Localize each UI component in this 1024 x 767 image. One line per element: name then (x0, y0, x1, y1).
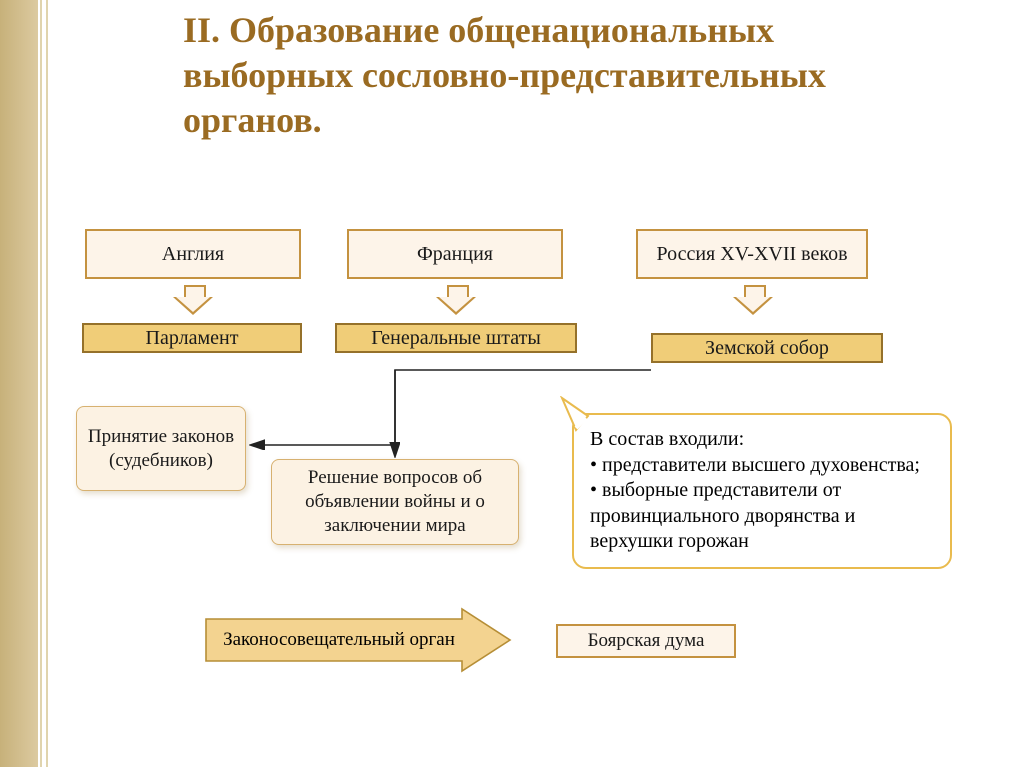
advisory-label: Законосовещательный орган (214, 614, 464, 666)
country-england: Англия (85, 229, 301, 279)
boyar-duma-box: Боярская дума (556, 624, 736, 658)
callout-tail-icon (556, 396, 596, 432)
page-title: II. Образование общенациональных выборны… (183, 8, 833, 143)
composition-title: В состав входили: (590, 427, 934, 453)
laws-box: Принятие законов (судебников) (76, 406, 246, 491)
body-estates: Генеральные штаты (335, 323, 577, 353)
country-england-label: Англия (162, 243, 224, 266)
country-france: Франция (347, 229, 563, 279)
composition-bullet-2: • выборные представители от провинциальн… (590, 478, 934, 555)
down-arrow-icon (733, 285, 773, 317)
body-zemsky: Земской собор (651, 333, 883, 363)
body-parliament: Парламент (82, 323, 302, 353)
country-russia: Россия XV-XVII веков (636, 229, 868, 279)
laws-label: Принятие законов (судебников) (83, 425, 239, 473)
body-parliament-label: Парламент (146, 327, 239, 350)
war-peace-label: Решение вопросов об объявлении войны и о… (278, 466, 512, 537)
composition-callout: В состав входили: • представители высшег… (572, 413, 952, 569)
body-estates-label: Генеральные штаты (371, 327, 541, 350)
down-arrow-icon (173, 285, 213, 317)
country-russia-label: Россия XV-XVII веков (656, 243, 847, 265)
body-zemsky-label: Земской собор (705, 337, 829, 360)
down-arrow-icon (436, 285, 476, 317)
composition-bullet-1: • представители высшего духовенства; (590, 453, 934, 479)
war-peace-box: Решение вопросов об объявлении войны и о… (271, 459, 519, 545)
boyar-duma-label: Боярская дума (588, 630, 705, 652)
left-accent-bar (0, 0, 38, 767)
country-france-label: Франция (417, 243, 493, 266)
